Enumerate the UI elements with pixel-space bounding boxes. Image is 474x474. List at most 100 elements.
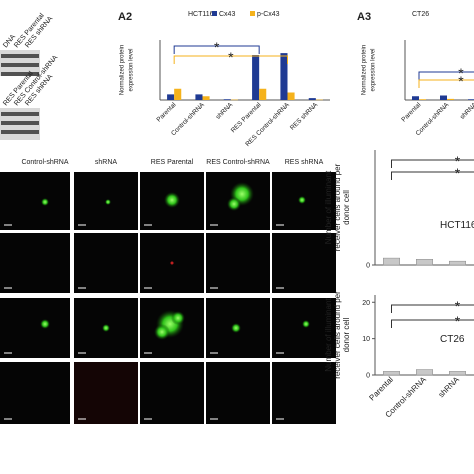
y-tick-label: 10	[362, 336, 370, 343]
bar	[449, 371, 466, 376]
bar	[315, 99, 323, 101]
x-tick-label: Parental	[156, 101, 178, 123]
y-axis-label-line: receiver cells around per	[333, 163, 342, 251]
fluorescent-cell	[105, 199, 111, 205]
blot-band	[1, 63, 39, 67]
column-header: Control-shRNA	[21, 159, 68, 166]
bar	[174, 88, 182, 100]
significance-star: *	[458, 73, 464, 89]
micrograph	[272, 298, 336, 358]
micrograph	[272, 362, 336, 424]
bar	[308, 98, 316, 100]
x-tick-label: Parental	[400, 101, 422, 123]
column-header: RES Control-shRNA	[206, 159, 270, 166]
micrograph	[206, 362, 270, 424]
column-header: RES shRNA	[285, 159, 324, 166]
legend-swatch	[212, 11, 217, 16]
x-tick-label: Parental	[367, 375, 395, 403]
blot-band	[1, 130, 39, 134]
bar	[419, 99, 426, 100]
micrograph	[0, 233, 70, 293]
significance-bracket	[391, 319, 474, 328]
chart-title: CT26	[440, 334, 465, 345]
x-tick-label: shRNA	[459, 101, 474, 121]
bar	[449, 260, 466, 266]
chart-title: HCT116	[440, 220, 474, 231]
significance-bracket	[391, 304, 474, 313]
significance-star: *	[455, 298, 461, 314]
significance-bracket	[418, 79, 474, 88]
bar	[416, 259, 433, 266]
fluorescent-cell	[302, 320, 310, 328]
chart-title: HCT116	[188, 11, 214, 18]
fluorescent-cell	[102, 324, 110, 332]
bar	[468, 99, 474, 100]
y-axis-label-line: donor cell	[342, 317, 351, 352]
blot-band	[1, 72, 39, 76]
y-axis-label: Number of illuminantreceiver cells aroun…	[324, 163, 351, 251]
fluorescent-cell	[298, 196, 306, 204]
x-tick-label: shRNA	[215, 101, 235, 121]
bar	[412, 96, 419, 100]
column-header: RES Parental	[151, 159, 194, 166]
significance-bracket	[173, 45, 260, 54]
bar	[230, 99, 238, 101]
y-axis-label: Normalized protein expression level	[120, 45, 135, 95]
legend-label: Cx43	[219, 11, 235, 18]
y-axis-label: Normalized protein expression level	[362, 45, 377, 95]
x-tick-label: shRNA	[437, 375, 462, 400]
micrograph	[272, 233, 336, 293]
bar	[383, 371, 400, 376]
bar	[447, 98, 454, 100]
fluorescent-cell	[40, 319, 50, 329]
micrograph	[74, 362, 138, 424]
panel-label: A2	[118, 11, 132, 23]
fluorescent-cell	[227, 197, 241, 211]
y-axis-label-line: receiver cells around per	[333, 291, 342, 379]
blot-band	[1, 54, 39, 58]
column-header: shRNA	[95, 159, 118, 166]
legend-swatch	[250, 11, 255, 16]
bar	[252, 55, 260, 100]
bar	[223, 99, 231, 100]
significance-bracket	[418, 71, 474, 80]
fluorescent-cell	[164, 192, 180, 208]
bar	[195, 94, 203, 100]
significance-star: *	[458, 65, 464, 81]
panel-label: A3	[357, 11, 371, 23]
significance-bracket	[391, 159, 474, 168]
significance-star: *	[455, 153, 461, 169]
significance-bracket	[391, 171, 474, 180]
bar	[440, 95, 447, 100]
red-cell	[170, 261, 174, 265]
y-tick-label: 0	[366, 373, 370, 380]
bar	[416, 369, 433, 376]
blot-band	[1, 121, 39, 125]
fluorescent-cell	[231, 323, 241, 333]
micrograph	[0, 362, 70, 424]
blot-band	[1, 112, 39, 116]
bar	[259, 88, 267, 100]
y-axis-label-line: Normalized protein	[120, 45, 126, 95]
y-axis-label-line: Number of illuminant	[324, 170, 333, 244]
bar	[202, 96, 210, 100]
significance-star: *	[455, 313, 461, 329]
chart-title: CT26	[412, 11, 429, 18]
bar	[280, 53, 288, 100]
legend-label: p-Cx43	[257, 11, 280, 18]
bar	[167, 94, 175, 100]
y-tick-label: 0	[366, 263, 370, 270]
micrograph	[206, 233, 270, 293]
bar	[287, 92, 295, 100]
micrograph	[74, 233, 138, 293]
bar	[383, 257, 400, 266]
y-axis-label-line: donor cell	[342, 190, 351, 225]
significance-star: *	[228, 49, 234, 65]
significance-bracket	[173, 55, 288, 64]
y-axis-label-line: expression level	[371, 48, 377, 91]
micrograph	[0, 298, 70, 358]
x-tick-label: RES shRNA	[289, 101, 320, 132]
significance-star: *	[455, 165, 461, 181]
micrograph	[0, 172, 70, 230]
